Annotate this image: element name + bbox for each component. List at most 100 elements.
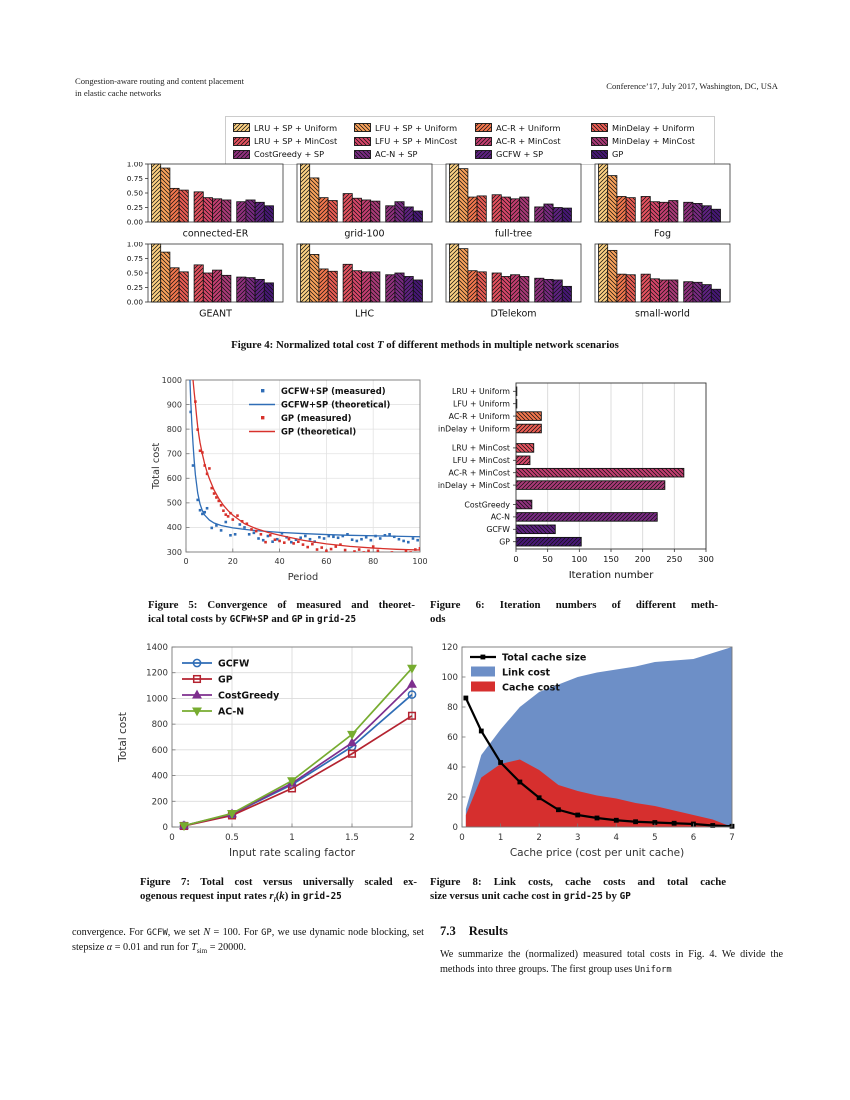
svg-text:AC-R + Uniform: AC-R + Uniform — [449, 412, 510, 421]
legend-entry: MinDelay + MinCost — [591, 134, 707, 147]
figure5-caption-line1: Figure 5: Convergence of measured and th… — [148, 599, 415, 611]
svg-text:LRU + Uniform: LRU + Uniform — [452, 387, 510, 396]
svg-text:80: 80 — [447, 703, 458, 713]
legend-entry: AC-R + MinCost — [475, 134, 591, 147]
figure4-legend: LRU + SP + Uniform LFU + SP + Uniform AC-R… — [225, 116, 715, 166]
svg-text:7: 7 — [729, 833, 734, 843]
figure8-svg: 0 1 2 3 4 5 6 7 0 20 40 60 80 100 120 Total cache size L… — [442, 643, 735, 859]
svg-text:400: 400 — [152, 772, 168, 782]
svg-text:150: 150 — [603, 554, 619, 564]
svg-text:60: 60 — [447, 733, 458, 743]
figure7-caption-line1: Figure 7: Total cost versus universally … — [140, 876, 417, 888]
svg-text:GP (theoretical): GP (theoretical) — [281, 427, 356, 437]
body-paragraph-right: We summarize the (normalized) measured t… — [440, 949, 783, 975]
svg-text:MinDelay + Uniform: MinDelay + Uniform — [438, 424, 510, 433]
svg-text:Cache price (cost per unit cac: Cache price (cost per unit cache) — [510, 847, 684, 859]
svg-text:LFU + MinCost: LFU + MinCost — [453, 456, 510, 465]
figure4-caption: Figure 4: Normalized total cost T of dif… — [231, 339, 619, 351]
figure6-chart: LRU + Uniform LFU + Uniform AC-R + Uniform… — [438, 377, 723, 595]
svg-text:3: 3 — [575, 833, 580, 843]
body-paragraph-left: convergence. For GCFW, we set N = 100. F… — [72, 927, 424, 955]
section-number: 7.3 — [440, 924, 456, 938]
figure8-caption-line2: size versus unit cache cost in grid-25 b… — [430, 889, 631, 902]
section-title: Results — [468, 924, 508, 938]
svg-text:100: 100 — [571, 554, 587, 564]
svg-text:250: 250 — [666, 554, 682, 564]
svg-text:GEANT: GEANT — [199, 309, 232, 320]
svg-text:100: 100 — [412, 557, 427, 566]
figure8-caption-line1: Figure 8: Link costs, cache costs and to… — [430, 876, 726, 888]
svg-text:800: 800 — [167, 425, 182, 434]
svg-text:40: 40 — [447, 763, 458, 773]
svg-text:0: 0 — [453, 823, 458, 833]
legend-entry: AC-N + SP — [354, 148, 475, 161]
legend-entry: LFU + SP + Uniform — [354, 121, 475, 134]
svg-text:MinDelay + MinCost: MinDelay + MinCost — [438, 481, 510, 490]
svg-text:LRU + MinCost: LRU + MinCost — [452, 444, 510, 453]
figure5-chart: 0 20 40 60 80 100 300 400 500 600 700 800 900 1000 Per… — [148, 374, 433, 592]
svg-text:Total cost: Total cost — [117, 712, 129, 763]
figure4-row-svg: GEANT 1.00 0.75 0.50 0.25 0.00 LHC DTelekom smal… — [127, 242, 731, 320]
svg-text:CostGreedy: CostGreedy — [218, 690, 279, 701]
running-header-left: Congestion-aware routing and content pla… — [75, 76, 395, 99]
svg-text:500: 500 — [167, 499, 182, 508]
svg-text:900: 900 — [167, 400, 182, 409]
svg-text:AC-N: AC-N — [218, 706, 244, 717]
svg-text:1000: 1000 — [162, 376, 182, 385]
svg-text:0.5: 0.5 — [225, 833, 239, 843]
legend-entry: GCFW + SP — [475, 148, 591, 161]
svg-text:grid-100: grid-100 — [344, 229, 384, 240]
svg-text:100: 100 — [442, 673, 458, 683]
svg-text:1400: 1400 — [146, 643, 168, 653]
header-left-line2: in elastic cache networks — [75, 87, 162, 98]
legend-entry: GP — [591, 148, 707, 161]
figure8-caption: Figure 8: Link costs, cache costs and to… — [430, 876, 726, 903]
figure4-row-2: GEANT 1.00 0.75 0.50 0.25 0.00 LHC DTelekom smal… — [105, 242, 750, 322]
svg-text:400: 400 — [167, 523, 182, 532]
svg-text:GCFW: GCFW — [218, 658, 250, 669]
svg-text:40: 40 — [275, 557, 285, 566]
svg-text:Fog: Fog — [654, 229, 671, 240]
figure5-svg: 0 20 40 60 80 100 300 400 500 600 700 800 900 1000 Per… — [151, 376, 428, 583]
svg-text:0: 0 — [163, 823, 168, 833]
svg-text:0.75: 0.75 — [127, 174, 143, 183]
figure6-caption: Figure 6: Iteration numbers of different… — [430, 599, 718, 626]
svg-text:1.00: 1.00 — [127, 242, 144, 249]
svg-text:LFU + Uniform: LFU + Uniform — [453, 400, 510, 409]
svg-text:0.50: 0.50 — [127, 269, 144, 278]
legend-entry: MinDelay + Uniform — [591, 121, 707, 134]
svg-text:GCFW+SP (theoretical): GCFW+SP (theoretical) — [281, 400, 390, 410]
svg-text:Total cost: Total cost — [151, 443, 162, 490]
svg-text:0.75: 0.75 — [127, 254, 143, 263]
svg-text:800: 800 — [152, 720, 168, 730]
svg-text:200: 200 — [635, 554, 651, 564]
svg-text:1.5: 1.5 — [345, 833, 359, 843]
section-heading: 7.3 Results — [440, 924, 508, 939]
legend-entry: LRU + SP + Uniform — [233, 121, 354, 134]
svg-text:Period: Period — [288, 572, 319, 583]
svg-text:300: 300 — [167, 548, 182, 557]
svg-text:50: 50 — [542, 554, 553, 564]
figure4-row-svg: connected-ER 1.00 0.75 0.50 0.25 0.00 grid-100… — [127, 162, 731, 240]
figure7-svg: 0 0.5 1 1.5 2 0 200 400 600 800 1000 1200 1400 GCFW GP… — [117, 643, 417, 859]
svg-text:80: 80 — [368, 557, 378, 566]
svg-text:Total cache size: Total cache size — [502, 652, 586, 663]
svg-text:AC-N: AC-N — [491, 513, 510, 522]
svg-text:300: 300 — [698, 554, 714, 564]
svg-text:Link cost: Link cost — [502, 667, 551, 678]
svg-text:GP: GP — [218, 674, 233, 685]
svg-text:1.00: 1.00 — [127, 162, 144, 169]
svg-text:0: 0 — [183, 557, 188, 566]
svg-text:GCFW+SP (measured): GCFW+SP (measured) — [281, 386, 386, 396]
svg-text:0.25: 0.25 — [127, 283, 143, 292]
legend-entry: AC-R + Uniform — [475, 121, 591, 134]
figure5-caption-line2: ical total costs by GCFW+SP and GP in gr… — [148, 612, 357, 625]
svg-text:0.00: 0.00 — [127, 218, 144, 227]
svg-text:200: 200 — [152, 797, 168, 807]
svg-text:1000: 1000 — [146, 694, 168, 704]
figure7-caption-line2: ogenous request input rates ri(k) in gri… — [140, 889, 342, 904]
svg-text:2: 2 — [536, 833, 541, 843]
svg-text:Iteration number: Iteration number — [569, 570, 655, 581]
figure4-row-1: connected-ER 1.00 0.75 0.50 0.25 0.00 grid-100… — [105, 162, 750, 242]
